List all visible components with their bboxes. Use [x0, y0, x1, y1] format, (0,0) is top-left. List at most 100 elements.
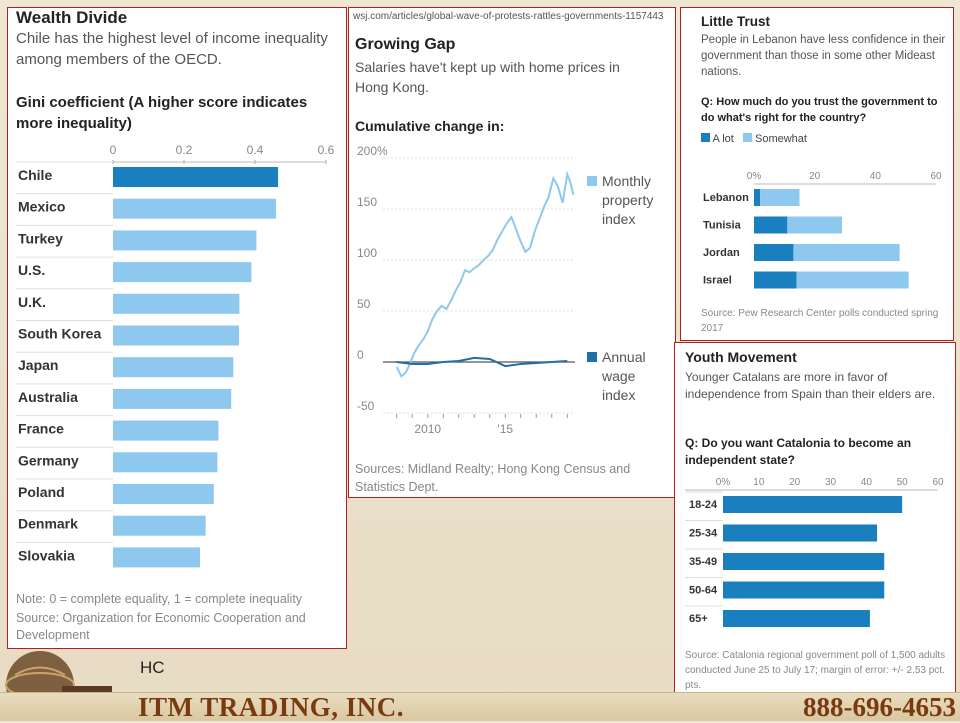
x-tick-label: 20 [789, 477, 801, 488]
bar [113, 547, 200, 568]
x-tick-label: 40 [870, 171, 882, 182]
legend-swatch [587, 176, 597, 186]
growing-gap-panel: wsj.com/articles/global-wave-of-protests… [348, 7, 676, 498]
chart-title: Youth Movement [685, 349, 797, 365]
x-tick-label: 0 [110, 143, 117, 157]
bar-segment [754, 216, 788, 234]
category-label: 18-24 [689, 499, 718, 511]
y-tick-label: 50 [357, 297, 371, 311]
bar [723, 553, 885, 570]
category-label: 50-64 [689, 585, 718, 597]
bar [113, 420, 219, 441]
bar [113, 198, 276, 219]
footer-bar [0, 692, 960, 721]
chart-source: Source: Pew Research Center polls conduc… [701, 308, 939, 334]
category-label: Jordan [703, 247, 740, 259]
y-tick-label: 0 [357, 348, 364, 362]
bar [113, 484, 214, 504]
category-label: Chile [18, 167, 52, 183]
category-label: Poland [18, 484, 65, 500]
bar [113, 357, 234, 378]
trust-chart: 0% 20 40 60 Lebanon Tunisia Jordan Israel [703, 171, 942, 289]
little-trust-panel: Little Trust People in Lebanon have less… [680, 7, 954, 341]
bar [723, 581, 885, 599]
x-tick-label: 30 [825, 477, 837, 488]
series-line [395, 170, 575, 378]
legend-label: Monthly [602, 173, 651, 189]
category-label: U.S. [18, 262, 45, 278]
legend-label: Annual [602, 349, 646, 365]
x-tick-label: 50 [897, 477, 909, 488]
bar [113, 230, 257, 251]
category-label: Denmark [18, 516, 78, 532]
bar-segment [754, 189, 761, 206]
legend-swatch-somewhat [742, 133, 752, 142]
category-label: France [18, 421, 64, 437]
x-tick-label: 10 [753, 477, 765, 488]
bar-segment [760, 189, 800, 206]
x-tick-label: 40 [861, 477, 873, 488]
category-label: 35-49 [689, 556, 717, 568]
chart-title: Little Trust [701, 14, 771, 29]
chart-subtitle: People in Lebanon have less confidence i… [701, 34, 946, 78]
legend-label: index [602, 211, 635, 227]
chart-subtitle: Salaries have't kept up with home prices… [355, 59, 620, 95]
bar [113, 452, 218, 473]
legend-label: index [602, 387, 635, 403]
bar-segment [754, 271, 797, 289]
chart-subtitle: Younger Catalans are more in favor of in… [685, 370, 936, 401]
url-bar: wsj.com/articles/global-wave-of-protests… [353, 11, 664, 22]
chart-question: Gini coefficient (A higher score indicat… [16, 94, 308, 132]
bar [113, 293, 240, 314]
category-label: Tunisia [703, 220, 742, 232]
bar [113, 167, 279, 187]
bar [723, 610, 870, 627]
chart-question: Q: Do you want Catalonia to become an in… [685, 436, 912, 467]
chart-title: Wealth Divide [16, 8, 128, 27]
bar [113, 388, 232, 409]
chart-source: Source: Organization for Economic Cooper… [16, 611, 306, 642]
legend-label: property [602, 192, 653, 208]
category-label: Mexico [18, 199, 65, 215]
y-tick-label: 150 [357, 195, 377, 209]
x-tick-label: 20 [809, 171, 821, 182]
chart-title: Growing Gap [355, 36, 456, 53]
wealth-chart: 0 0.2 0.4 0.6 Chile Mexico Turkey U.S. U.K. South… [16, 143, 335, 568]
youth-chart: 0% 10 20 30 40 50 60 18-24 25-34 35-49 50-64 65+ [685, 477, 944, 627]
x-tick-label: 0% [747, 171, 762, 182]
bar-segment [754, 244, 794, 261]
phone-number: 888-696-4653 [803, 692, 956, 722]
bar-segment [796, 271, 909, 289]
youth-movement-panel: Youth Movement Younger Catalans are more… [674, 342, 956, 697]
x-tick-label: 0.4 [247, 143, 264, 157]
bar [113, 325, 240, 346]
category-label: U.K. [18, 294, 46, 310]
legend-label: wage [601, 368, 636, 384]
wealth-divide-panel: Wealth Divide Chile has the highest leve… [7, 7, 347, 649]
category-label: 25-34 [689, 528, 718, 540]
chart-note: Note: 0 = complete equality, 1 = complet… [16, 592, 303, 606]
x-tick-label: '15 [497, 422, 513, 436]
y-tick-label: 100 [357, 246, 377, 260]
chart-question: Q: How much do you trust the government … [701, 96, 938, 124]
legend-label-a-lot: A lot [712, 133, 734, 145]
bar [113, 515, 206, 536]
x-tick-label: 0.6 [318, 143, 335, 157]
chart-legend: A lot Somewhat [701, 133, 807, 145]
category-label: Germany [18, 452, 79, 468]
category-label: Australia [18, 389, 78, 405]
legend-swatch [587, 352, 597, 362]
y-tick-label: -50 [357, 399, 375, 413]
hc-label: HC [140, 658, 165, 677]
bar [723, 524, 878, 542]
x-tick-label: 60 [930, 171, 942, 182]
chart-source: Sources: Midland Realty; Hong Kong Censu… [355, 462, 631, 494]
category-label: Israel [703, 275, 732, 287]
category-label: Lebanon [703, 192, 749, 204]
y-tick-label: 200% [357, 144, 388, 158]
legend-label-somewhat: Somewhat [754, 133, 807, 145]
category-label: Japan [18, 357, 58, 373]
category-label: Slovakia [18, 547, 75, 563]
x-tick-label: 60 [932, 477, 944, 488]
bar [723, 496, 903, 513]
